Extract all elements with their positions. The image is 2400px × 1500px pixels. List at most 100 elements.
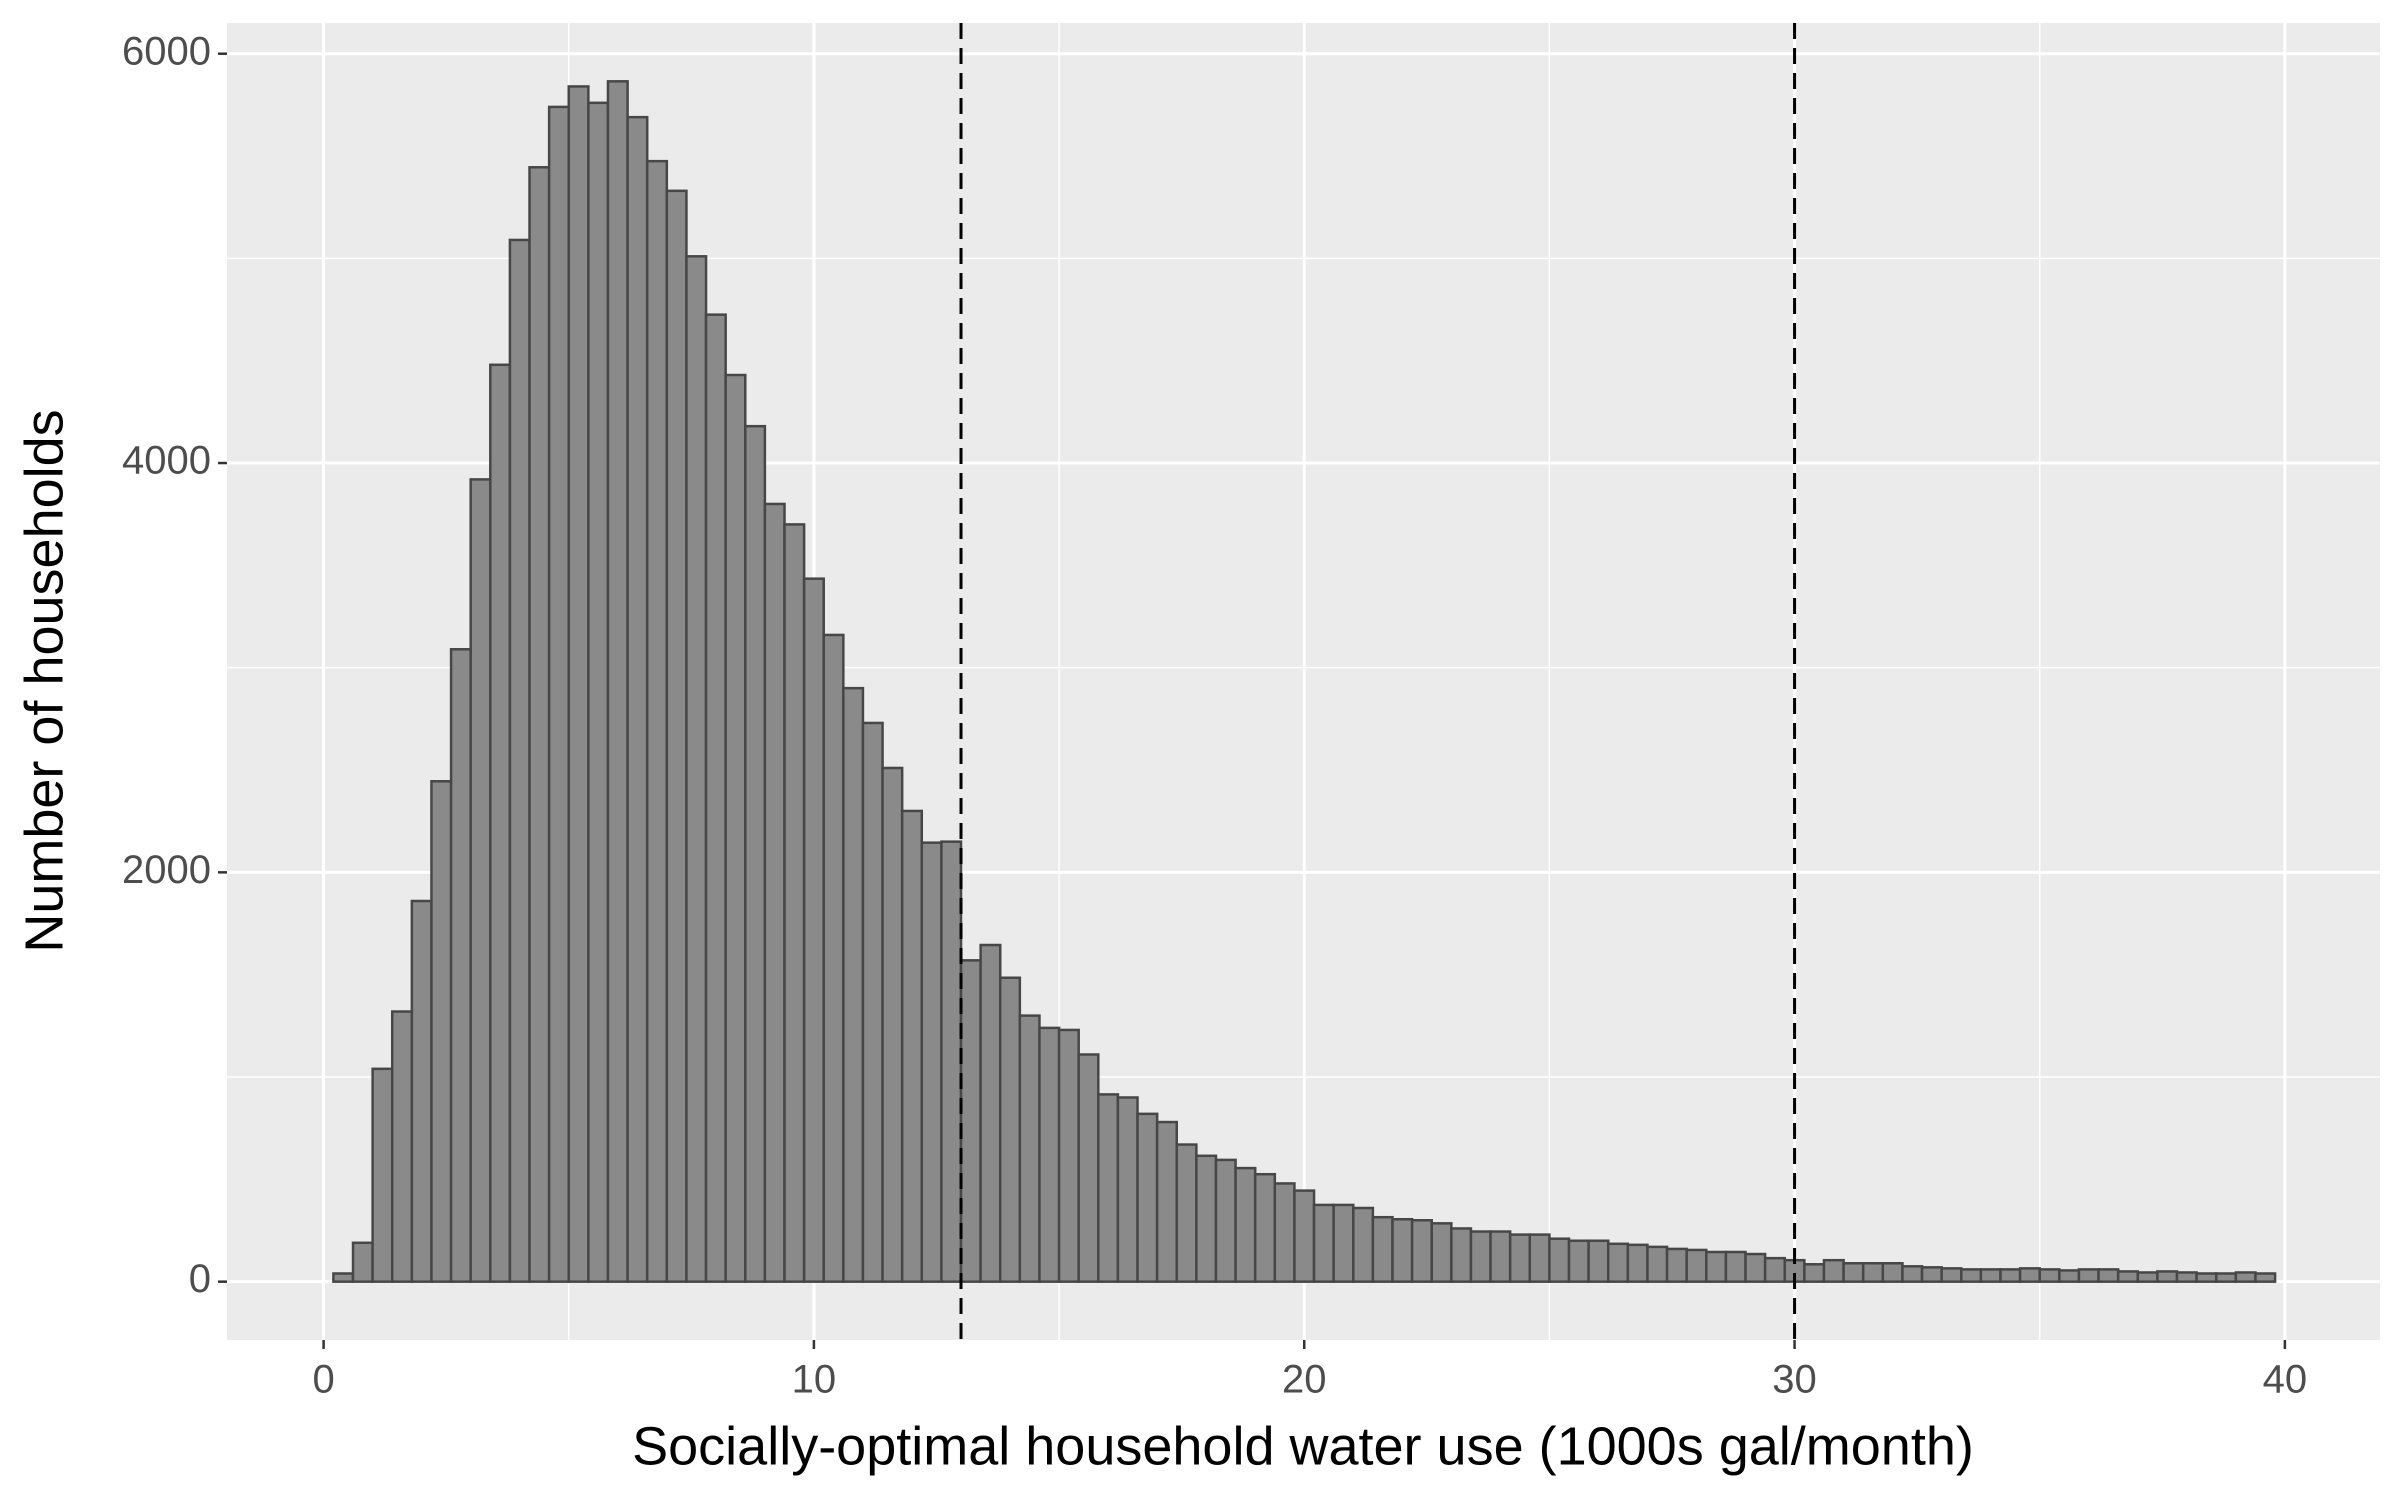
bar	[979, 943, 1002, 1283]
bar	[371, 1067, 394, 1283]
bar	[1234, 1166, 1257, 1283]
bar	[1450, 1227, 1473, 1283]
bar	[1901, 1265, 1924, 1283]
bar	[783, 523, 806, 1283]
x-tick-label: 40	[2263, 1358, 2308, 1402]
bar	[2077, 1268, 2100, 1283]
bar	[1705, 1250, 1728, 1283]
bar	[1293, 1189, 1316, 1283]
bar	[1803, 1263, 1826, 1283]
bar	[410, 899, 433, 1283]
bar	[1312, 1203, 1335, 1283]
bar	[881, 766, 904, 1283]
bar	[430, 780, 453, 1283]
bar	[1214, 1158, 1237, 1283]
bar	[1960, 1268, 1983, 1283]
bar	[1528, 1233, 1551, 1283]
bar	[1332, 1203, 1355, 1283]
bar	[1940, 1267, 1963, 1283]
bar	[528, 166, 551, 1283]
bar	[2214, 1272, 2238, 1283]
bar	[2097, 1268, 2120, 1283]
bar	[626, 115, 649, 1283]
bar	[1253, 1172, 1277, 1283]
bar	[1861, 1262, 1885, 1283]
bar	[1430, 1222, 1453, 1283]
y-tick-label: 0	[189, 1257, 211, 1301]
bar	[587, 101, 610, 1283]
x-tick-label: 30	[1772, 1358, 1817, 1402]
bar	[2018, 1267, 2041, 1283]
x-tick-label: 10	[792, 1358, 837, 1402]
bar	[1567, 1239, 1590, 1283]
bar	[1371, 1215, 1394, 1283]
bar	[1606, 1242, 1630, 1283]
bar	[1626, 1243, 1649, 1283]
bar	[2156, 1270, 2179, 1283]
bar	[2136, 1271, 2159, 1283]
bar	[940, 840, 963, 1283]
bar	[1136, 1112, 1159, 1283]
bar	[1410, 1219, 1433, 1283]
bar	[1175, 1143, 1198, 1283]
bar	[1665, 1247, 1688, 1283]
bar	[567, 85, 590, 1283]
bar	[2058, 1269, 2081, 1283]
x-axis-title: Socially-optimal household water use (10…	[632, 1416, 1974, 1476]
bar	[489, 363, 512, 1283]
bar	[2116, 1270, 2140, 1283]
bar	[861, 721, 884, 1283]
bar	[1489, 1230, 1512, 1283]
bar	[390, 1010, 414, 1283]
bar	[1724, 1250, 1747, 1283]
bar	[959, 959, 982, 1283]
bar	[2254, 1272, 2277, 1283]
x-tick-label: 20	[1282, 1358, 1327, 1402]
y-axis-title: Number of households	[14, 409, 74, 952]
bar	[802, 577, 825, 1283]
bar	[1646, 1245, 1669, 1283]
bar	[665, 189, 688, 1283]
overlay	[959, 23, 1797, 1340]
y-tick-label: 6000	[122, 29, 211, 73]
bar	[1391, 1217, 1414, 1283]
y-tick-label: 4000	[122, 439, 211, 483]
bar	[469, 478, 492, 1283]
bar	[724, 373, 747, 1283]
bar	[2038, 1268, 2061, 1283]
bar	[1057, 1028, 1080, 1283]
bar	[920, 841, 943, 1283]
bar	[1038, 1026, 1061, 1283]
bar	[1979, 1268, 2002, 1283]
bar	[547, 105, 571, 1283]
bar	[1763, 1256, 1787, 1283]
bar	[842, 686, 865, 1283]
bar	[1881, 1262, 1904, 1283]
bar	[1508, 1233, 1532, 1283]
bars	[332, 80, 2277, 1283]
bar	[822, 633, 845, 1283]
bar	[685, 255, 708, 1283]
bar	[1685, 1248, 1708, 1283]
bar	[2175, 1271, 2198, 1283]
bar	[508, 238, 531, 1283]
x-tick-label: 0	[312, 1358, 334, 1402]
bar	[704, 313, 727, 1283]
y-tick-label: 2000	[122, 848, 211, 892]
bar	[1587, 1239, 1610, 1283]
bar	[1999, 1268, 2022, 1283]
bar	[1822, 1258, 1845, 1283]
bar	[1744, 1252, 1767, 1283]
bar	[1155, 1120, 1179, 1283]
bar	[744, 424, 767, 1283]
bar	[763, 502, 786, 1283]
bar	[2195, 1272, 2218, 1283]
bar	[1195, 1154, 1218, 1283]
bar	[449, 648, 472, 1283]
bar	[1018, 1014, 1041, 1283]
bar	[998, 976, 1022, 1283]
bar	[1097, 1093, 1120, 1283]
bar	[2234, 1271, 2257, 1283]
bar	[1548, 1237, 1571, 1283]
